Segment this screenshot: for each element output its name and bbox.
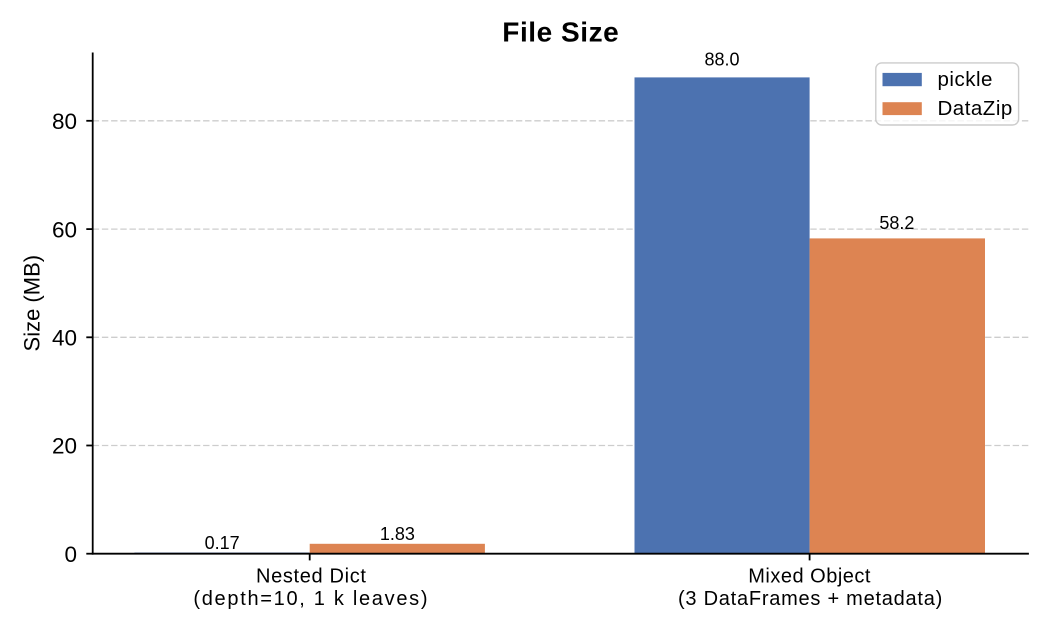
svg-text:pickle: pickle: [938, 68, 993, 91]
svg-text:(3 DataFrames + metadata): (3 DataFrames + metadata): [678, 588, 943, 610]
svg-text:DataZip: DataZip: [938, 97, 1013, 120]
svg-text:58.2: 58.2: [879, 213, 914, 233]
svg-text:Size (MB): Size (MB): [20, 255, 45, 352]
svg-text:Mixed Object: Mixed Object: [748, 566, 871, 588]
svg-text:80: 80: [52, 109, 77, 134]
svg-text:60: 60: [52, 217, 77, 242]
svg-text:File Size: File Size: [502, 17, 619, 48]
svg-text:0: 0: [64, 542, 77, 567]
svg-text:0.17: 0.17: [205, 533, 240, 553]
svg-text:20: 20: [52, 434, 77, 459]
svg-text:(depth=10, 1 k leaves): (depth=10, 1 k leaves): [193, 588, 429, 610]
svg-text:40: 40: [52, 326, 77, 351]
svg-text:1.83: 1.83: [380, 524, 415, 544]
svg-text:Nested Dict: Nested Dict: [256, 566, 367, 588]
svg-text:88.0: 88.0: [704, 49, 739, 69]
